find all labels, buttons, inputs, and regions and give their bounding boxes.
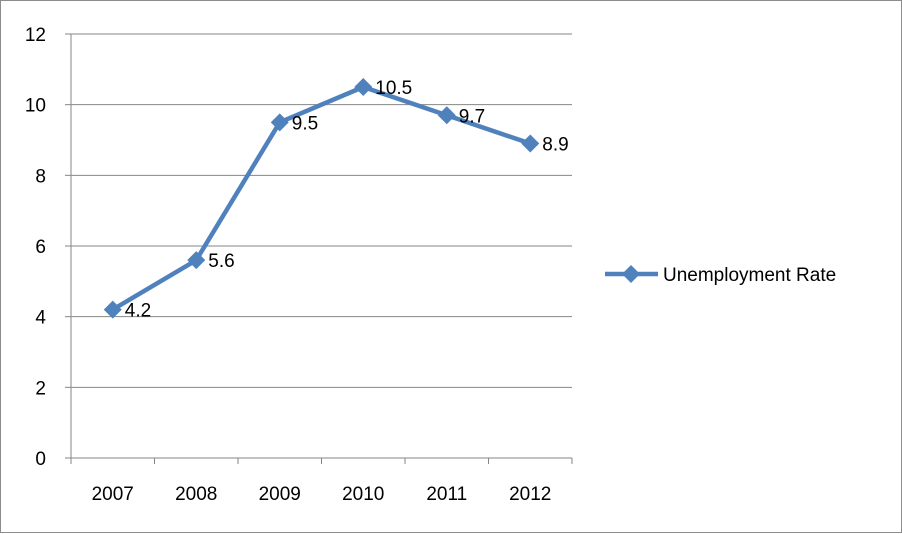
legend-label-unemployment-rate: Unemployment Rate bbox=[663, 265, 836, 286]
y-tick-label: 0 bbox=[35, 449, 46, 470]
axes: 0 2 4 6 8 10 12 2007 2008 2009 2010 2011 2012 bbox=[25, 25, 572, 505]
data-point-2011 bbox=[438, 106, 456, 124]
data-label-2011: 9.7 bbox=[459, 106, 485, 127]
data-label-2009: 9.5 bbox=[292, 113, 318, 134]
data-label-2010: 10.5 bbox=[375, 78, 412, 99]
legend-diamond-icon bbox=[622, 265, 640, 283]
y-tick-label: 4 bbox=[35, 308, 46, 329]
gridlines bbox=[71, 34, 572, 387]
x-tick-label-2012: 2012 bbox=[509, 484, 551, 505]
y-tick-label: 2 bbox=[35, 378, 46, 399]
x-tick-label-2008: 2008 bbox=[175, 484, 217, 505]
data-point-2012 bbox=[521, 135, 539, 153]
x-tick-label-2009: 2009 bbox=[259, 484, 301, 505]
legend: Unemployment Rate bbox=[605, 265, 836, 286]
y-tick-label: 10 bbox=[25, 96, 46, 117]
y-tick-label: 8 bbox=[35, 166, 46, 187]
x-tick-label-2011: 2011 bbox=[426, 484, 467, 505]
data-labels: 4.2 5.6 9.5 10.5 9.7 8.9 bbox=[125, 78, 569, 322]
data-label-2012: 8.9 bbox=[542, 135, 568, 156]
data-label-2008: 5.6 bbox=[208, 251, 234, 272]
y-tick-label: 12 bbox=[25, 25, 46, 46]
data-label-2007: 4.2 bbox=[125, 301, 151, 322]
x-tick-label-2007: 2007 bbox=[92, 484, 134, 505]
data-point-2010 bbox=[354, 78, 372, 96]
y-tick-label: 6 bbox=[35, 237, 46, 258]
x-tick-label-2010: 2010 bbox=[342, 484, 384, 505]
